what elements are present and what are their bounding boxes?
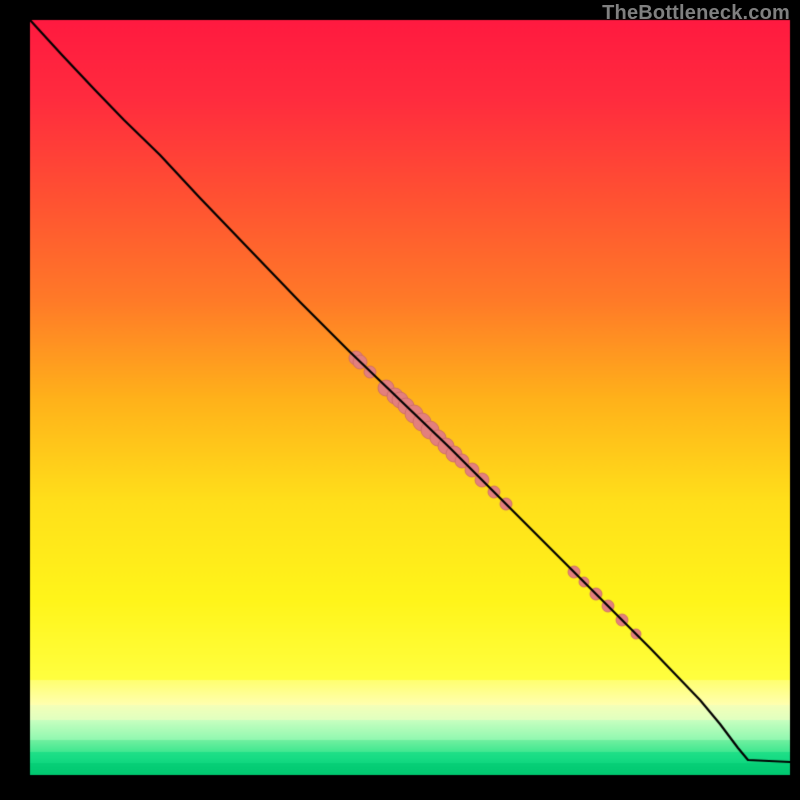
watermark-label: TheBottleneck.com — [602, 2, 790, 25]
bottleneck-chart-canvas — [0, 0, 800, 800]
